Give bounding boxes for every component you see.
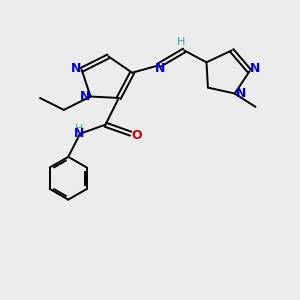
Text: N: N	[74, 127, 84, 140]
Text: H: H	[74, 124, 83, 134]
Text: N: N	[80, 90, 90, 103]
Text: N: N	[250, 62, 261, 75]
Text: N: N	[236, 87, 246, 100]
Text: N: N	[155, 62, 166, 75]
Text: O: O	[131, 129, 142, 142]
Text: H: H	[177, 37, 185, 47]
Text: N: N	[70, 62, 81, 75]
